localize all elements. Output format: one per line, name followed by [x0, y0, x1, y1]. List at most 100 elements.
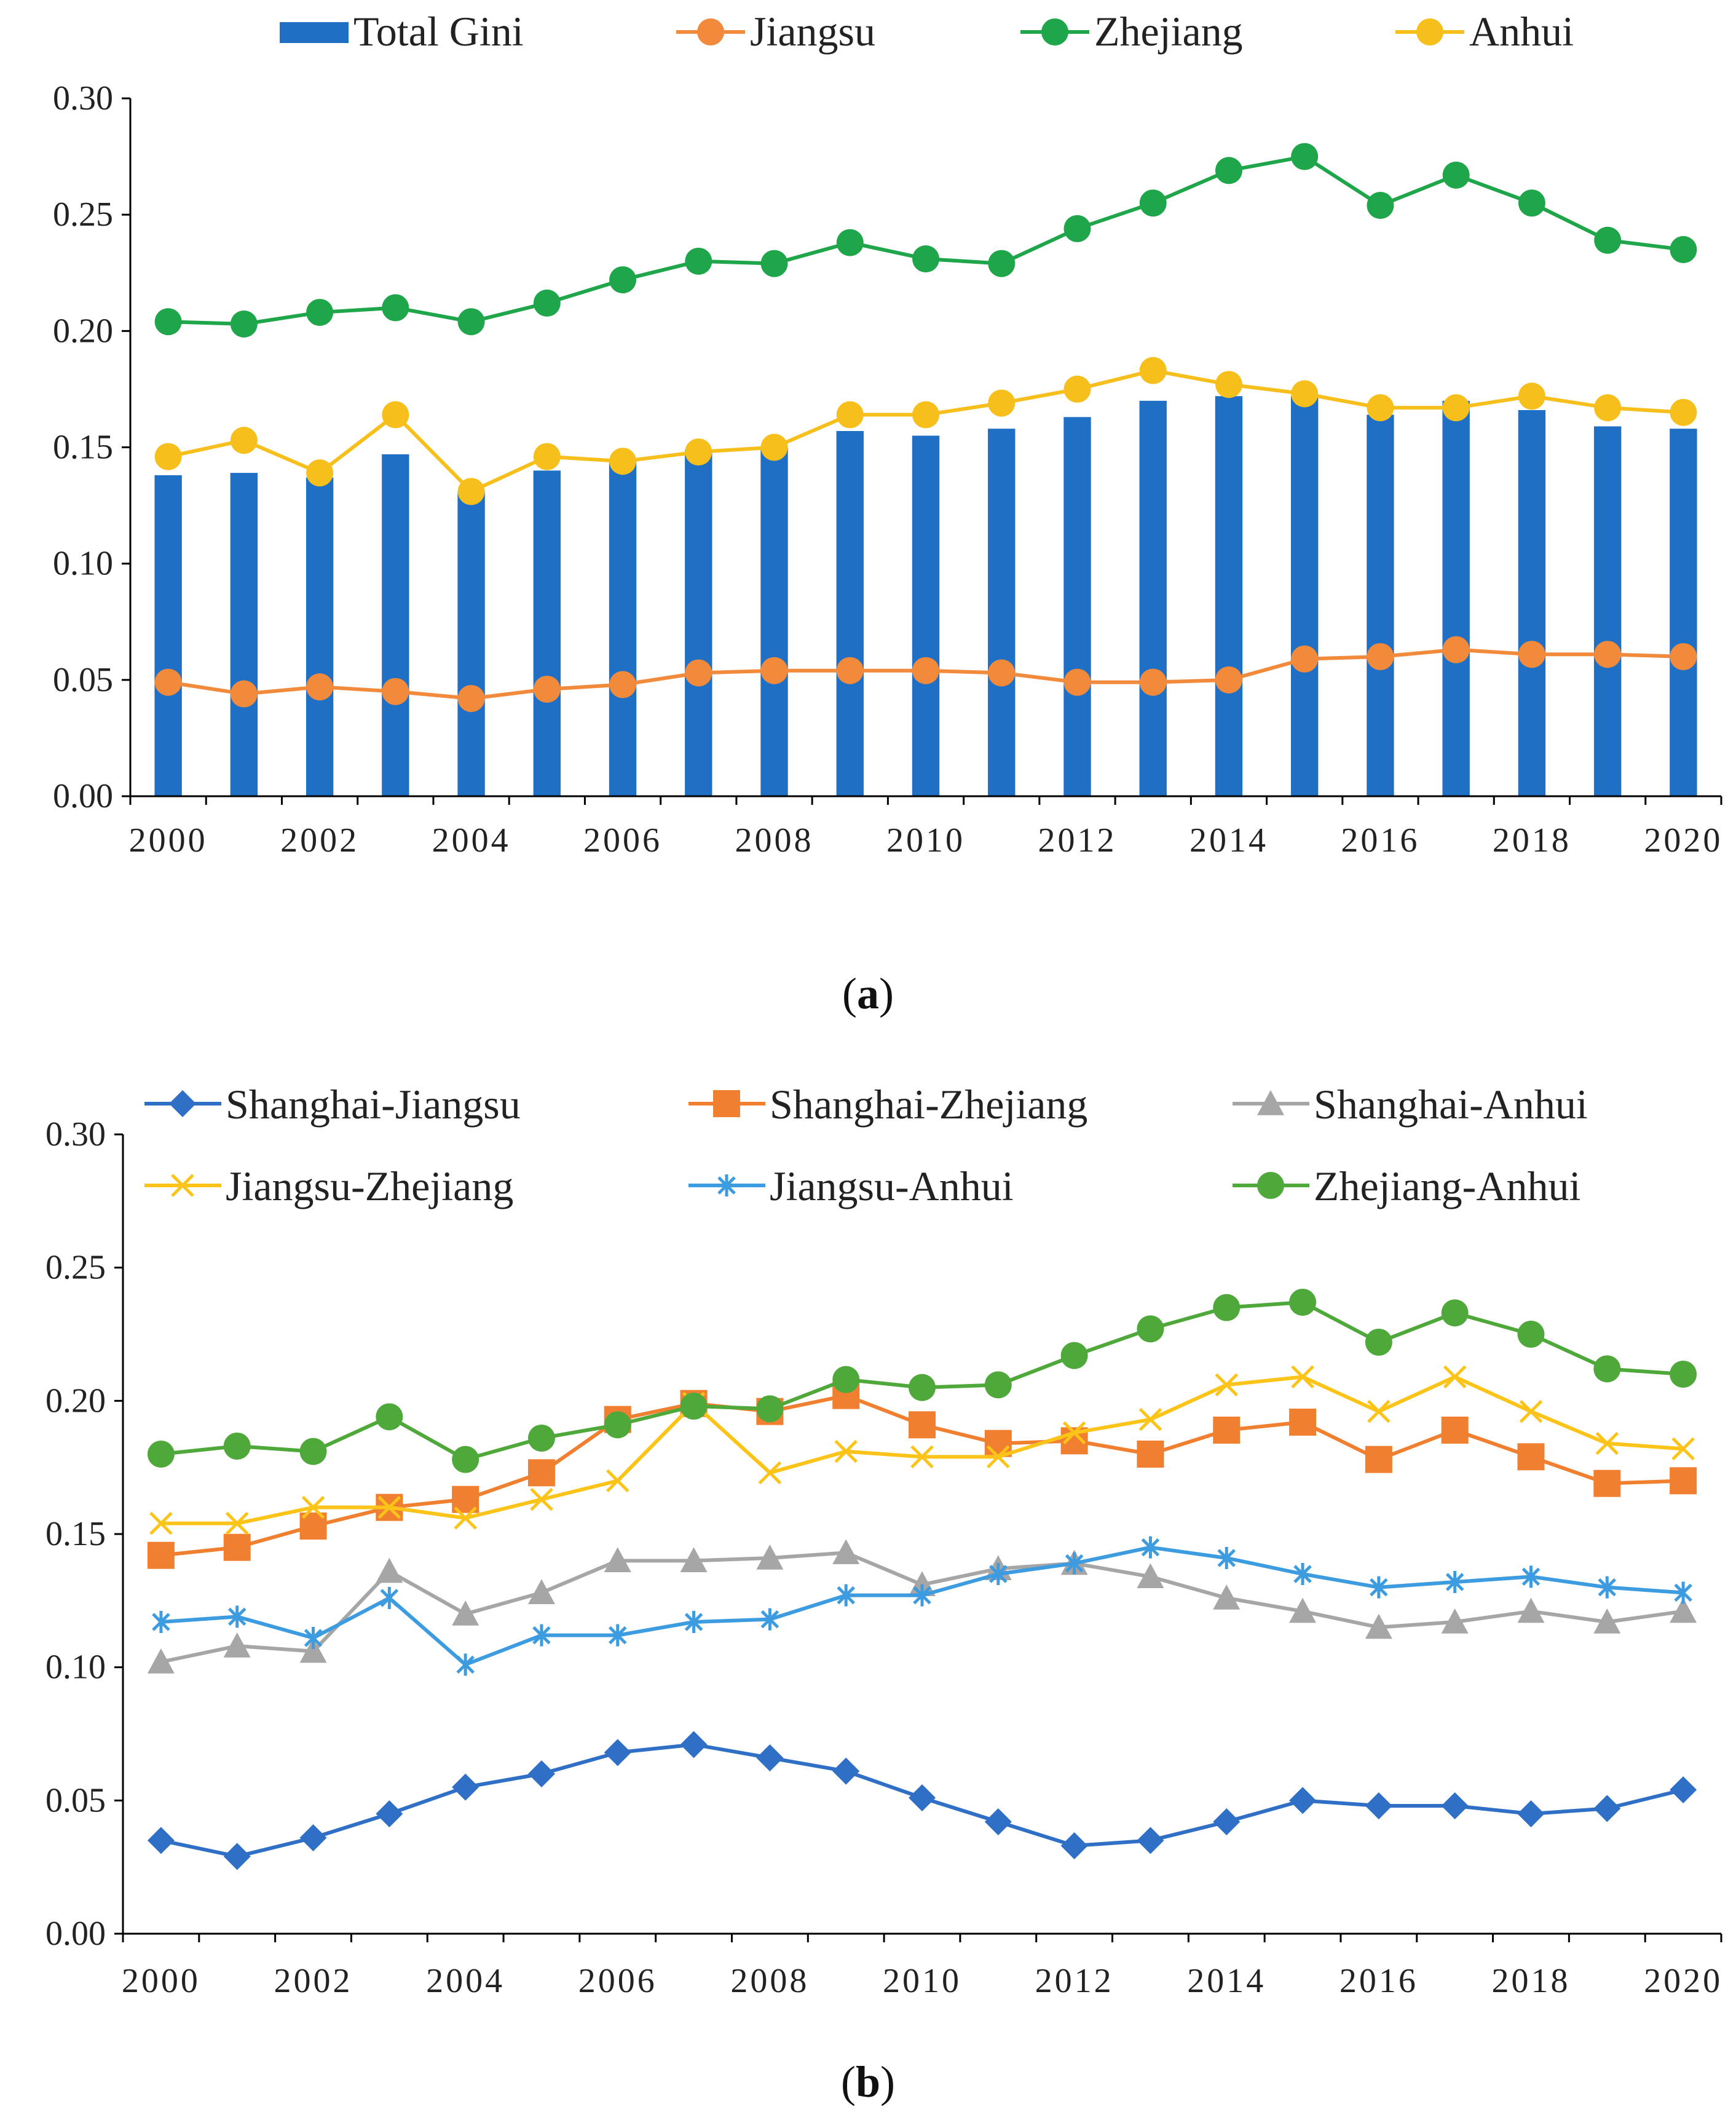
b-point-shanghai-jiangsu	[1213, 1808, 1241, 1835]
a-bar-total-gini	[912, 435, 940, 796]
a-bar-total-gini	[1291, 396, 1319, 796]
b-x-tick-label: 2020	[1644, 1962, 1722, 2000]
panel-a-lines	[154, 143, 1697, 713]
b-point-shanghai-jiangsu	[1441, 1792, 1469, 1819]
panel-b-x-axis: 2000 2002 2004 2006 2008 2010 2012 2014 2016 2018…	[122, 1962, 1722, 2000]
b-point-shanghai-zhejiang	[147, 1541, 175, 1569]
a-point-jiangsu	[836, 657, 864, 684]
a-bar-total-gini	[1442, 400, 1470, 796]
a-point-anhui	[760, 433, 788, 461]
a-x-tick-label: 2012	[1038, 821, 1116, 860]
b-point-shanghai-anhui	[223, 1632, 251, 1658]
b-point-shanghai-anhui	[1441, 1608, 1469, 1634]
b-point-shanghai-anhui	[680, 1547, 708, 1573]
b-point-shanghai-anhui	[299, 1637, 327, 1663]
b-x-tick-label: 2010	[883, 1962, 961, 2000]
a-point-zhejiang	[382, 294, 409, 322]
a-x-tick-label: 2008	[735, 821, 814, 860]
a-point-anhui	[912, 401, 939, 429]
b-legend-label-jiangsu-zhejiang: Jiangsu-Zhejiang	[226, 1163, 513, 1209]
a-legend-label-total-gini: Total Gini	[353, 8, 524, 55]
a-point-anhui	[457, 478, 485, 505]
a-point-anhui	[306, 459, 334, 487]
b-legend-label-shanghai-zhejiang: Shanghai-Zhejiang	[770, 1081, 1087, 1128]
a-point-anhui	[382, 401, 409, 429]
b-point-shanghai-anhui	[527, 1579, 555, 1605]
b-point-shanghai-anhui	[604, 1547, 631, 1573]
a-point-anhui	[1215, 371, 1242, 398]
a-y-tick-label: 0.10	[53, 545, 113, 583]
a-point-anhui	[988, 389, 1016, 417]
b-point-jiangsu-anhui	[1674, 1581, 1692, 1604]
b-legend-label-jiangsu-anhui: Jiangsu-Anhui	[770, 1163, 1014, 1209]
a-point-jiangsu	[988, 659, 1016, 687]
a-point-jiangsu	[685, 659, 712, 687]
b-y-tick-label: 0.05	[45, 1781, 106, 1819]
b-point-shanghai-jiangsu	[909, 1784, 936, 1811]
b-point-jiangsu-zhejiang	[1671, 1437, 1695, 1461]
a-point-jiangsu	[457, 685, 485, 713]
b-point-jiangsu-anhui	[532, 1624, 551, 1647]
a-bar-total-gini	[1139, 400, 1167, 796]
b-point-shanghai-jiangsu	[1137, 1827, 1164, 1854]
b-point-shanghai-jiangsu	[1593, 1795, 1621, 1822]
b-point-jiangsu-anhui	[608, 1624, 627, 1647]
b-y-tick-label: 0.30	[45, 1115, 106, 1153]
b-x-tick-label: 2002	[274, 1962, 353, 2000]
b-x-tick-label: 2004	[426, 1962, 505, 2000]
b-point-shanghai-anhui	[1517, 1597, 1545, 1623]
b-point-jiangsu-zhejiang	[301, 1495, 325, 1519]
b-point-jiangsu-zhejiang	[606, 1469, 629, 1493]
b-point-shanghai-anhui	[1670, 1597, 1697, 1623]
b-point-jiangsu-anhui	[1521, 1565, 1541, 1588]
b-point-zhejiang-anhui	[984, 1371, 1012, 1399]
b-y-tick-label: 0.25	[45, 1249, 106, 1287]
b-point-jiangsu-zhejiang	[758, 1461, 782, 1485]
b-series-jiangsu-anhui	[152, 1536, 1692, 1676]
a-point-jiangsu	[1594, 641, 1622, 668]
b-point-jiangsu-zhejiang	[225, 1511, 249, 1535]
a-x-tick-label: 2014	[1190, 821, 1268, 860]
a-point-jiangsu	[1442, 636, 1470, 663]
b-point-shanghai-jiangsu	[604, 1739, 631, 1766]
b-point-jiangsu-zhejiang	[910, 1445, 934, 1469]
a-legend-swatch-total-gini	[280, 22, 349, 43]
a-point-jiangsu	[230, 680, 258, 708]
b-legend-label-shanghai-anhui: Shanghai-Anhui	[1314, 1081, 1588, 1128]
b-point-shanghai-zhejiang	[223, 1533, 251, 1561]
a-series-anhui	[154, 357, 1697, 505]
a-y-tick-label: 0.30	[53, 79, 113, 117]
b-point-shanghai-jiangsu	[1365, 1792, 1392, 1819]
b-legend-label-zhejiang-anhui: Zhejiang-Anhui	[1314, 1163, 1580, 1209]
a-bar-total-gini	[1670, 429, 1697, 796]
b-point-shanghai-jiangsu	[1670, 1776, 1697, 1803]
b-series-zhejiang-anhui	[147, 1289, 1697, 1473]
b-point-jiangsu-anhui	[1065, 1552, 1084, 1575]
b-point-zhejiang-anhui	[223, 1433, 251, 1460]
b-point-jiangsu-zhejiang	[1595, 1431, 1619, 1455]
a-bar-total-gini	[382, 454, 409, 796]
panel-b-caption: (b)	[841, 2057, 895, 2106]
b-point-zhejiang-anhui	[299, 1438, 327, 1465]
a-bar-total-gini	[685, 449, 712, 796]
a-legend-marker-jiangsu	[697, 18, 724, 45]
b-x-tick-label: 2012	[1035, 1962, 1114, 2000]
b-point-shanghai-anhui	[452, 1600, 479, 1626]
b-point-shanghai-jiangsu	[223, 1843, 251, 1870]
panel-b-y-axis: 0.00 0.05 0.10 0.15 0.20 0.25 0.30	[45, 1115, 106, 1953]
b-point-jiangsu-anhui	[989, 1563, 1008, 1585]
b-point-jiangsu-anhui	[684, 1611, 703, 1633]
b-point-shanghai-jiangsu	[1060, 1832, 1088, 1859]
a-bar-total-gini	[760, 447, 788, 796]
panel-a-x-axis: 2000 2002 2004 2006 2008 2010 2012 2014 2016 2018…	[129, 821, 1721, 860]
a-bar-total-gini	[457, 491, 485, 796]
b-point-shanghai-jiangsu	[832, 1757, 860, 1785]
a-point-anhui	[1063, 375, 1091, 403]
a-point-zhejiang	[609, 266, 637, 294]
b-point-jiangsu-zhejiang	[1215, 1373, 1239, 1397]
b-point-jiangsu-zhejiang	[530, 1487, 553, 1511]
a-x-tick-label: 2002	[280, 821, 359, 860]
b-y-tick-label: 0.15	[45, 1515, 106, 1553]
b-point-jiangsu-zhejiang	[1367, 1399, 1391, 1423]
